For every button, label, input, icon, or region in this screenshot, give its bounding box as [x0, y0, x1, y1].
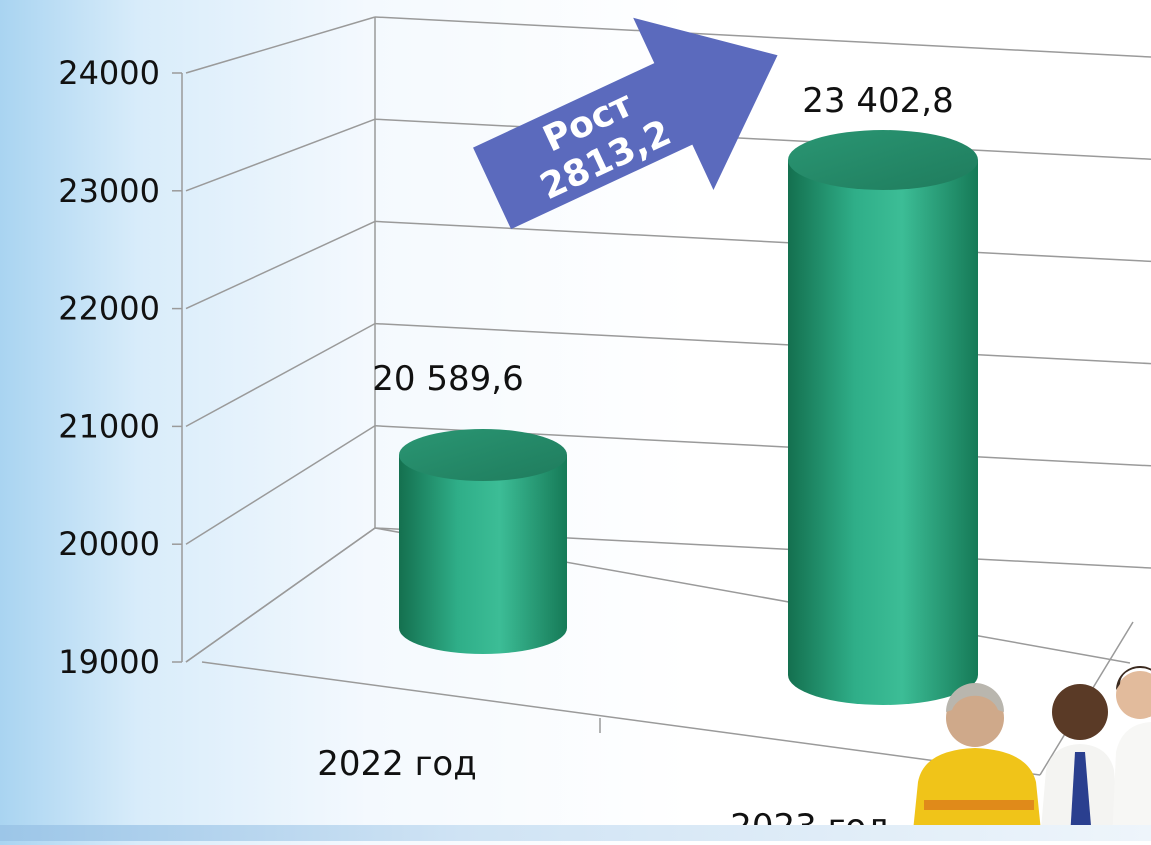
bar-top — [788, 130, 978, 190]
y-tick-label: 21000 — [58, 407, 160, 445]
floor-front-edge — [201, 661, 1041, 776]
growth-arrow: Рост 2813,2 — [473, 17, 778, 230]
person-stripe — [924, 800, 1034, 810]
y-axis: 19000 20000 21000 22000 23000 24000 — [58, 54, 182, 681]
y-tick-label: 24000 — [58, 54, 160, 92]
bar — [788, 130, 978, 705]
gridline-side — [185, 16, 376, 74]
person-head — [1116, 671, 1151, 719]
bottom-strip — [0, 825, 1151, 841]
bars — [399, 130, 978, 705]
bar-top — [399, 429, 567, 481]
person-head — [946, 689, 1004, 747]
growth-arrow-shape — [473, 17, 778, 230]
x-tick-label: 2022 год — [317, 744, 477, 784]
bar-body — [788, 160, 978, 705]
gridline-side — [185, 425, 376, 545]
person-body — [1112, 722, 1151, 841]
people-illustration — [912, 666, 1151, 841]
data-labels: 20 589,6 23 402,8 — [372, 81, 953, 399]
y-tick-label: 22000 — [58, 290, 160, 328]
gridline-side — [185, 220, 376, 310]
gridline — [374, 16, 1151, 58]
y-tick-label: 19000 — [58, 643, 160, 681]
gridline-side — [185, 118, 376, 192]
tie-icon — [1070, 752, 1092, 841]
data-label: 23 402,8 — [802, 81, 953, 121]
person-hair — [946, 683, 1004, 712]
gridline — [374, 220, 1151, 263]
gridline-side — [185, 322, 376, 428]
gridline — [374, 118, 1151, 160]
data-label: 20 589,6 — [372, 359, 523, 399]
y-tick-label: 20000 — [58, 525, 160, 563]
bar-body — [399, 455, 567, 654]
person-hair — [1116, 666, 1151, 690]
person-head — [1052, 684, 1108, 740]
y-tick-label: 23000 — [58, 172, 160, 210]
person-body — [912, 748, 1042, 841]
gridline — [374, 322, 1151, 365]
bar — [399, 429, 567, 654]
floor-back-edge — [185, 527, 1131, 664]
